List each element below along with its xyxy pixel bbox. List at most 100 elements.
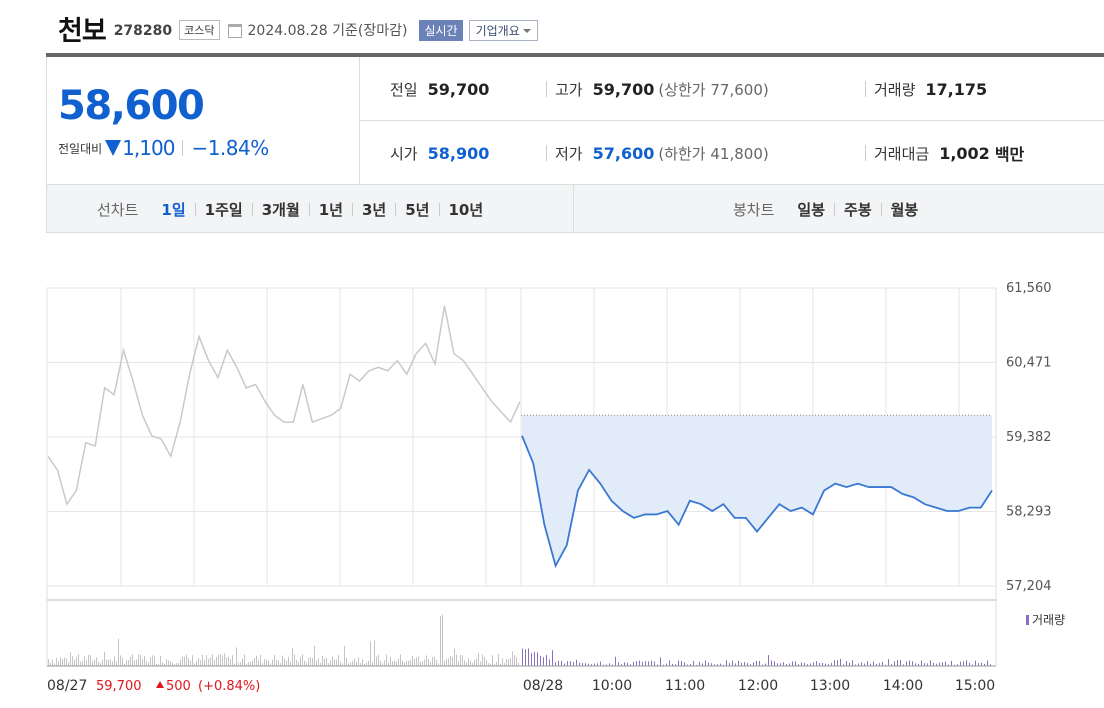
volume-bar — [196, 660, 197, 666]
volume-bar — [498, 654, 499, 666]
volume-bar — [266, 659, 267, 666]
tab-1w[interactable]: 1주일 — [204, 200, 243, 219]
volume-bar — [384, 660, 385, 666]
volume-bar — [714, 664, 715, 666]
current-price-panel: 58,600 전일대비 1,100 −1.84% — [47, 57, 360, 184]
volume-bar — [454, 648, 455, 666]
amount-unit: 백만 — [994, 145, 1025, 164]
tab-3m[interactable]: 3개월 — [261, 200, 300, 219]
volume-bar — [402, 660, 403, 666]
volume-bar — [60, 657, 61, 666]
price-area — [521, 414, 992, 566]
volume-bar — [609, 663, 610, 666]
volume-bar — [534, 652, 535, 666]
volume-bar — [735, 663, 736, 666]
volume-bar — [360, 663, 361, 666]
volume-bar — [882, 661, 883, 666]
volume-bars — [47, 614, 996, 667]
volume-bar — [654, 661, 655, 666]
volume-bar — [230, 658, 231, 666]
volume-bar — [630, 664, 631, 666]
high-cell: 고가 59,700 (상한가 77,600) — [546, 77, 769, 101]
volume-bar — [318, 658, 319, 666]
volume-legend-label: 거래량 — [1032, 613, 1065, 627]
volume-bar — [452, 656, 453, 666]
volume-bar — [222, 655, 223, 666]
volume-bar — [660, 657, 661, 666]
volume-bar — [178, 662, 179, 666]
volume-bar — [885, 664, 886, 666]
volume-bar — [414, 658, 415, 666]
volume-bar — [386, 654, 387, 666]
volume-bar — [408, 660, 409, 666]
realtime-button[interactable]: 실시간 — [419, 19, 463, 41]
volume-bar — [972, 664, 973, 666]
volume-bar — [472, 663, 473, 666]
volume-bar — [238, 662, 239, 666]
volume-bar — [468, 658, 469, 666]
chart-tabs: 선차트 1일 1주일 3개월 1년 3년 5년 10년 봉차트 일봉 주봉 월봉 — [46, 185, 1104, 233]
volume-bar — [576, 659, 577, 666]
volume-bar — [396, 661, 397, 666]
company-overview-label: 기업개요 — [475, 23, 520, 38]
volume-bar — [370, 641, 371, 666]
tab-separator — [438, 202, 440, 216]
volume-bar — [52, 659, 53, 666]
volume-bar — [216, 656, 217, 666]
volume-bar — [466, 662, 467, 666]
volume-bar — [765, 663, 766, 666]
volume-bar — [512, 651, 513, 666]
volume-bar — [376, 656, 377, 666]
volume-bar — [328, 663, 329, 666]
quote-panel: 58,600 전일대비 1,100 −1.84% 전일 59,700 고가 59… — [46, 57, 1104, 185]
change-separator — [182, 140, 184, 156]
volume-bar — [134, 660, 135, 666]
down-triangle-icon — [105, 140, 122, 156]
volume-bar — [966, 660, 967, 666]
volume-bar — [606, 664, 607, 666]
volume-bar — [918, 663, 919, 666]
tab-3y[interactable]: 3년 — [362, 200, 387, 219]
volume-bar — [78, 654, 79, 666]
volume-bar — [310, 656, 311, 666]
volume-bar — [210, 657, 211, 666]
volume-bar — [88, 654, 89, 666]
volume-bar — [675, 664, 676, 666]
volume-bar — [74, 659, 75, 666]
volume-bar — [492, 655, 493, 666]
volume-bar — [957, 664, 958, 666]
volume-bar — [212, 654, 213, 666]
tab-weekly[interactable]: 주봉 — [844, 200, 872, 219]
tab-daily[interactable]: 일봉 — [797, 200, 826, 219]
tab-5y[interactable]: 5년 — [405, 200, 430, 219]
volume-bar — [450, 656, 451, 666]
tab-10y[interactable]: 10년 — [448, 200, 484, 219]
volume-bar — [218, 654, 219, 666]
volume-bar — [214, 659, 215, 666]
volume-bar — [657, 664, 658, 666]
volume-bar — [858, 663, 859, 666]
tab-monthly[interactable]: 월봉 — [890, 200, 919, 219]
volume-bar — [522, 648, 523, 666]
volume-bar — [330, 660, 331, 666]
company-overview-dropdown[interactable]: 기업개요 — [468, 19, 538, 41]
tab-separator — [395, 202, 397, 216]
volume-bar — [582, 663, 583, 666]
volume-bar — [672, 663, 673, 666]
tab-separator — [880, 202, 882, 216]
tab-separator — [834, 202, 836, 216]
volume-bar — [332, 656, 333, 666]
volume-bar — [130, 656, 131, 666]
tab-1d[interactable]: 1일 — [161, 200, 186, 219]
volume-bar — [188, 657, 189, 666]
tab-1y[interactable]: 1년 — [318, 200, 343, 219]
volume-bar — [306, 662, 307, 666]
volume-bar — [320, 662, 321, 666]
volume-bar — [825, 663, 826, 666]
high-label: 고가 — [555, 80, 583, 99]
volume-bar — [368, 660, 369, 666]
cell-separator — [865, 145, 866, 161]
volume-bar — [777, 663, 778, 666]
volume-bar — [717, 664, 718, 666]
price-chart[interactable]: 61,560 60,471 59,382 58,293 57,204 거래량 08/27 08… — [0, 233, 1104, 708]
